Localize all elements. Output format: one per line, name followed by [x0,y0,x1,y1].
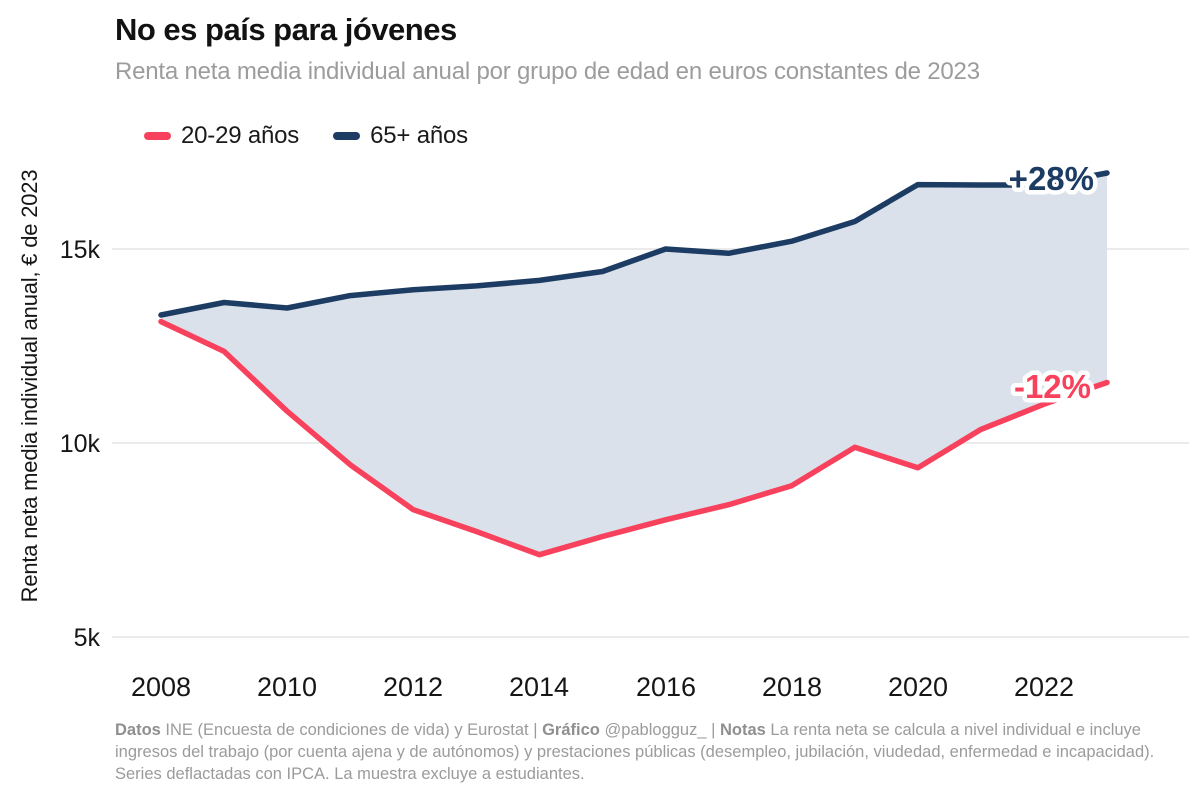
legend-swatch-young-icon [144,132,171,140]
annotation-young-change: -12% [1014,368,1091,405]
x-tick-labels: 2008 2010 2012 2014 2016 2018 2020 2022 [131,672,1074,702]
footer-datos-label: Datos [115,721,161,739]
legend-label-young: 20-29 años [181,122,300,149]
y-tick-label-15k: 15k [60,236,101,264]
x-tick-label-2014: 2014 [509,672,569,702]
x-tick-label-2022: 2022 [1014,672,1074,702]
legend-label-old: 65+ años [370,122,468,149]
income-band-area [161,173,1107,555]
footer-grafico-text: @pablogguz_ | [599,721,720,739]
x-tick-label-2016: 2016 [636,672,696,702]
annotation-old-change: +28% [1009,160,1094,197]
footer: Datos INE (Encuesta de condiciones de vi… [115,719,1177,785]
legend: 20-29 años 65+ años [144,120,468,152]
footer-notas-label: Notas [719,721,766,739]
footer-notas-text: La renta neta se calcula a nivel individ… [115,721,1159,783]
footer-datos-text: INE (Encuesta de condiciones de vida) y … [160,721,543,739]
legend-swatch-old-icon [333,132,361,140]
x-tick-label-2010: 2010 [257,672,317,702]
x-tick-label-2008: 2008 [131,672,191,702]
x-tick-label-2012: 2012 [383,672,443,702]
legend-item-young: 20-29 años [144,122,299,150]
y-tick-label-5k: 5k [74,624,101,652]
series-young-line [158,318,1110,558]
y-tick-label-10k: 10k [60,430,101,458]
y-tick-labels: 15k 10k 5k [60,236,101,652]
page-title: No es país para jóvenes [115,12,457,47]
legend-item-old: 65+ años [333,122,468,150]
page-subtitle: Renta neta media individual anual por gr… [115,58,980,85]
series-old-line [158,170,1110,318]
x-tick-label-2020: 2020 [888,672,948,702]
x-tick-label-2018: 2018 [762,672,822,702]
footer-grafico-label: Gráfico [542,721,600,739]
